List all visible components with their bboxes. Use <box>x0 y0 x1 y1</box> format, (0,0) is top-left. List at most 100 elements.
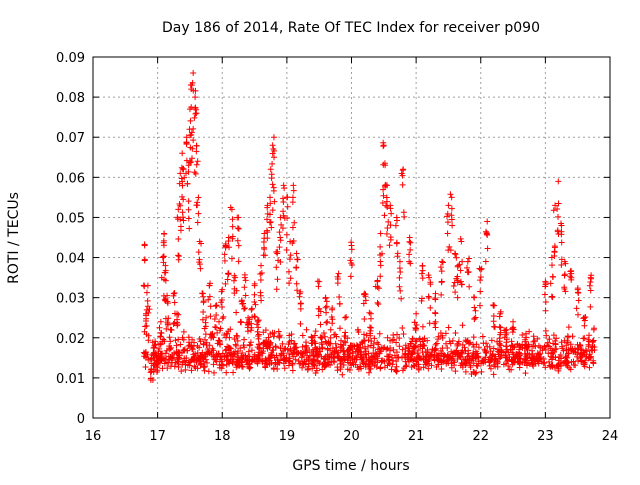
x-tick-label: 24 <box>602 429 619 444</box>
data-point <box>216 364 223 371</box>
data-point <box>489 351 496 358</box>
data-point <box>385 359 392 366</box>
data-point-peak-cluster <box>268 224 275 231</box>
data-point <box>497 342 504 349</box>
data-point-peak <box>293 250 300 257</box>
data-point-peak-cluster <box>396 274 403 281</box>
data-point <box>479 333 486 340</box>
data-point <box>185 334 192 341</box>
data-point-peak-cluster <box>334 273 341 280</box>
data-point <box>452 368 459 375</box>
data-point <box>495 351 502 358</box>
data-point <box>173 342 180 349</box>
data-point <box>196 344 203 351</box>
data-point-peak-cluster <box>524 350 531 357</box>
data-point <box>428 362 435 369</box>
data-point <box>285 341 292 348</box>
data-point <box>410 345 417 352</box>
data-point <box>338 337 345 344</box>
data-point-peak-cluster <box>562 260 569 267</box>
data-point-peak-cluster <box>200 298 207 305</box>
data-point <box>299 343 306 350</box>
data-point <box>411 362 418 369</box>
y-tick-label: 0.05 <box>56 211 85 226</box>
data-point-peak-cluster <box>157 329 164 336</box>
data-point <box>462 368 469 375</box>
data-point-peak-cluster <box>193 161 200 168</box>
data-point-peak-cluster <box>484 245 491 252</box>
data-point <box>278 351 285 358</box>
data-point <box>581 361 588 368</box>
data-point-peak-cluster <box>263 227 270 234</box>
data-point-peak-cluster <box>454 294 461 301</box>
data-point-peak-cluster <box>466 255 473 262</box>
data-point-peak-cluster <box>542 307 549 314</box>
data-point-peak-cluster <box>309 349 316 356</box>
data-point-peak-cluster <box>537 344 544 351</box>
data-point <box>229 360 236 367</box>
data-point-peak-cluster <box>437 264 444 271</box>
data-point-peak-cluster <box>218 297 225 304</box>
data-point <box>560 347 567 354</box>
data-point-peak-cluster <box>254 333 261 340</box>
data-point-peak-cluster <box>328 313 335 320</box>
data-point <box>238 359 245 366</box>
data-point <box>468 357 475 364</box>
data-point <box>299 353 306 360</box>
data-point-peak-cluster <box>463 264 470 271</box>
data-point <box>516 364 523 371</box>
data-point <box>574 341 581 348</box>
data-point-peak-cluster <box>322 304 329 311</box>
data-point-peak-cluster <box>185 198 192 205</box>
data-point-peak-cluster <box>322 295 329 302</box>
data-point <box>272 343 279 350</box>
data-point-peak-cluster <box>431 320 438 327</box>
data-point-peak-cluster <box>198 240 205 247</box>
data-point <box>312 328 319 335</box>
data-point-peak-cluster <box>216 327 223 334</box>
data-point-peak-cluster <box>425 294 432 301</box>
data-point <box>179 361 186 368</box>
data-point-peak-cluster <box>269 181 276 188</box>
data-point <box>254 355 261 362</box>
data-point <box>248 347 255 354</box>
data-point-peak-cluster <box>558 231 565 238</box>
data-point-peak-cluster <box>516 351 523 358</box>
data-point <box>157 350 164 357</box>
data-point-peak-cluster <box>274 248 281 255</box>
data-point <box>318 335 325 342</box>
data-point-peak-cluster <box>218 288 225 295</box>
data-point-peak-cluster <box>214 329 221 336</box>
data-point-peak-cluster <box>277 258 284 265</box>
data-point <box>389 337 396 344</box>
data-point-peak-cluster <box>347 257 354 264</box>
data-point-peak-cluster <box>257 276 264 283</box>
data-point <box>451 362 458 369</box>
data-point <box>276 332 283 339</box>
data-point <box>367 365 374 372</box>
data-point-peak-cluster <box>302 347 309 354</box>
data-point <box>392 366 399 373</box>
data-point <box>281 356 288 363</box>
data-point-peak-cluster <box>580 315 587 322</box>
data-point-peak-cluster <box>142 323 149 330</box>
data-point-peak-cluster <box>252 301 259 308</box>
data-point <box>198 361 205 368</box>
data-point-peak-cluster <box>377 243 384 250</box>
data-point-peak-cluster <box>587 303 594 310</box>
data-point <box>459 364 466 371</box>
data-point <box>508 366 515 373</box>
data-point-peak-cluster <box>209 333 216 340</box>
data-point <box>224 330 231 337</box>
data-point <box>375 341 382 348</box>
data-point-peak-cluster <box>293 264 300 271</box>
data-point-peak-cluster <box>551 243 558 250</box>
data-point-peak-cluster <box>448 216 455 223</box>
data-point <box>546 336 553 343</box>
data-point <box>417 343 424 350</box>
data-point-peak-cluster <box>447 247 454 254</box>
data-point <box>275 328 282 335</box>
data-point <box>259 350 266 357</box>
data-point-peak-cluster <box>254 328 261 335</box>
data-point <box>204 359 211 366</box>
